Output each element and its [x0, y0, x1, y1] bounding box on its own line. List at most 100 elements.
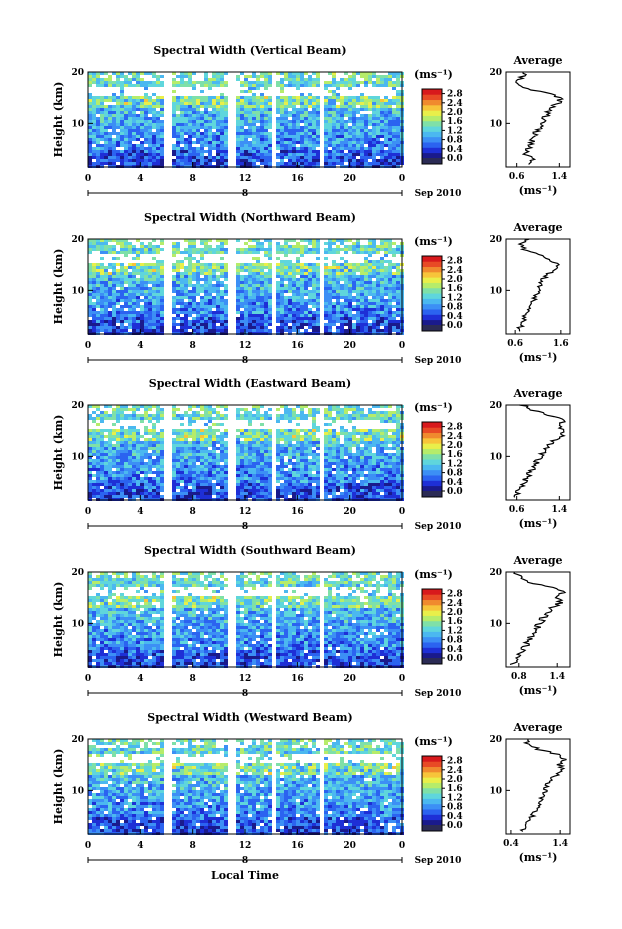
- heatmap-cell: [92, 441, 96, 444]
- heatmap-cell: [388, 260, 392, 263]
- heatmap-cell: [376, 159, 380, 162]
- heatmap-cell: [188, 269, 192, 272]
- heatmap-cell: [156, 141, 160, 144]
- heatmap-cell: [116, 450, 120, 453]
- heatmap-cell: [216, 153, 220, 156]
- heatmap-cell: [196, 260, 200, 263]
- heatmap-cell: [224, 150, 228, 153]
- heatmap-cell: [100, 314, 104, 317]
- heatmap-cell: [120, 483, 124, 486]
- heatmap-cell: [204, 281, 208, 284]
- heatmap-cell: [340, 129, 344, 132]
- heatmap-cell: [100, 414, 104, 417]
- heatmap-cell: [224, 287, 228, 290]
- heatmap-cell: [172, 254, 176, 257]
- heatmap-cell: [128, 417, 132, 420]
- heatmap-cell: [188, 444, 192, 447]
- heatmap-cell: [388, 156, 392, 159]
- heatmap-cell: [216, 293, 220, 296]
- heatmap-cell: [308, 239, 312, 242]
- heatmap-cell: [172, 471, 176, 474]
- heatmap-cell: [260, 129, 264, 132]
- date-label: Sep 2010: [415, 189, 462, 199]
- heatmap-cell: [204, 450, 208, 453]
- heatmap-cell: [124, 444, 128, 447]
- heatmap-cell: [204, 278, 208, 281]
- heatmap-cell: [184, 456, 188, 459]
- heatmap-cell: [132, 251, 136, 254]
- heatmap-cell: [116, 483, 120, 486]
- heatmap-cell: [180, 284, 184, 287]
- heatmap-cell: [364, 129, 368, 132]
- heatmap-cell: [376, 278, 380, 281]
- panel-title: Spectral Width (Eastward Beam): [149, 377, 351, 390]
- heatmap-cell: [396, 290, 400, 293]
- heatmap-cell: [340, 162, 344, 165]
- heatmap-cell: [144, 93, 148, 96]
- heatmap-cell: [388, 144, 392, 147]
- heatmap-cell: [388, 275, 392, 278]
- heatmap-cell: [296, 287, 300, 290]
- heatmap-cell: [96, 72, 100, 75]
- heatmap-cell: [176, 260, 180, 263]
- heatmap-cell: [304, 290, 308, 293]
- heatmap-cell: [348, 144, 352, 147]
- heatmap-cell: [200, 287, 204, 290]
- heatmap-cell: [152, 156, 156, 159]
- heatmap-cell: [284, 299, 288, 302]
- heatmap-cell: [208, 453, 212, 456]
- heatmap-cell: [196, 471, 200, 474]
- heatmap-cell: [100, 266, 104, 269]
- heatmap-cell: [304, 299, 308, 302]
- heatmap-cell: [372, 156, 376, 159]
- heatmap-cell: [148, 326, 152, 329]
- heatmap-cell: [188, 141, 192, 144]
- heatmap-cell: [220, 242, 224, 245]
- heatmap-cell: [392, 81, 396, 84]
- heatmap-cell: [236, 302, 240, 305]
- heatmap-cell: [96, 144, 100, 147]
- heatmap-cell: [172, 405, 176, 408]
- heatmap-cell: [160, 456, 164, 459]
- heatmap-cell: [244, 278, 248, 281]
- heatmap-cell: [96, 483, 100, 486]
- heatmap-cell: [360, 132, 364, 135]
- heatmap-cell: [160, 441, 164, 444]
- heatmap-cell: [352, 120, 356, 123]
- heatmap-cell: [156, 314, 160, 317]
- heatmap-cell: [312, 323, 316, 326]
- heatmap-cell: [316, 99, 320, 102]
- heatmap-cell: [288, 284, 292, 287]
- heatmap-cell: [128, 96, 132, 99]
- heatmap-cell: [376, 132, 380, 135]
- heatmap-cell: [132, 275, 136, 278]
- heatmap-cell: [376, 314, 380, 317]
- heatmap-cell: [208, 272, 212, 275]
- heatmap-cell: [88, 242, 92, 245]
- heatmap-cell: [200, 308, 204, 311]
- heatmap-cell: [336, 311, 340, 314]
- heatmap-cell: [324, 269, 328, 272]
- heatmap-cell: [140, 248, 144, 251]
- heatmap-cell: [92, 266, 96, 269]
- heatmap-cell: [108, 317, 112, 320]
- heatmap-cell: [368, 129, 372, 132]
- heatmap-cell: [188, 299, 192, 302]
- heatmap-cell: [284, 245, 288, 248]
- heatmap-cell: [124, 468, 128, 471]
- heatmap-cell: [356, 329, 360, 332]
- heatmap-cell: [312, 72, 316, 75]
- colorbar-swatch: [422, 319, 442, 326]
- heatmap-cell: [184, 266, 188, 269]
- heatmap-cell: [152, 447, 156, 450]
- heatmap-cell: [328, 320, 332, 323]
- heatmap-cell: [200, 480, 204, 483]
- heatmap-cell: [188, 453, 192, 456]
- heatmap-cell: [248, 114, 252, 117]
- heatmap-cell: [132, 269, 136, 272]
- heatmap-cell: [276, 296, 280, 299]
- heatmap-cell: [276, 293, 280, 296]
- heatmap-cell: [220, 114, 224, 117]
- heatmap-cell: [140, 123, 144, 126]
- heatmap-cell: [292, 132, 296, 135]
